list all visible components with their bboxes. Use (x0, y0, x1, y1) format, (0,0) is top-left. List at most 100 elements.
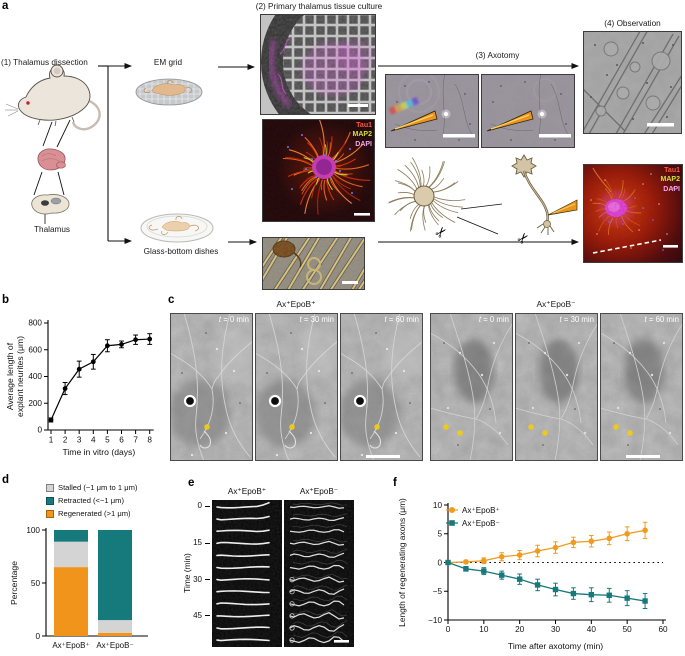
time-tick-15: 15 (193, 538, 202, 547)
dapi-label: DAPI (355, 140, 372, 148)
step3-label: (3) Axotomy (475, 51, 520, 60)
tick-mark (205, 579, 210, 580)
svg-text:600: 600 (28, 345, 42, 354)
epob-minus-column-header: Ax⁺EpoB⁻ (299, 487, 339, 496)
svg-text:Ax⁺EpoB⁺: Ax⁺EpoB⁺ (52, 641, 89, 650)
svg-text:2: 2 (63, 436, 68, 445)
svg-text:Length of regenerating axons (: Length of regenerating axons (μm) (397, 498, 407, 627)
svg-text:1: 1 (49, 436, 54, 445)
chart-axon-outcomes: 0 50 100 Ax⁺EpoB⁺ Ax⁺EpoB⁻ Percentage (9, 526, 148, 650)
svg-text:Average length ofexplant neuri: Average length ofexplant neurites (μm) (5, 336, 25, 417)
svg-text:4: 4 (91, 436, 96, 445)
panel-label-d: d (2, 474, 10, 486)
map2-label: MAP2 (352, 131, 372, 139)
time-axis-label: Time (min) (182, 553, 192, 593)
glass-bottom-dish-illustration (140, 213, 214, 243)
stalled-swatch (46, 483, 54, 492)
bar-chart-legend: Stalled (−1 μm to 1 μm) Retracted (<−1 μ… (46, 481, 137, 520)
svg-text:10: 10 (433, 501, 443, 510)
dissection-lines (33, 119, 71, 224)
stain-legend-2: Tau1 MAP2 DAPI (616, 166, 680, 194)
axon-montage-plus (212, 500, 282, 647)
retracted-swatch (46, 496, 54, 505)
axotomized-fluorescence-image (583, 164, 683, 263)
legend-item-stalled: Stalled (−1 μm to 1 μm) (46, 481, 137, 494)
time-tick-45: 45 (193, 611, 202, 620)
axon-montage-minus (284, 500, 354, 647)
time-tick-0: 0 (197, 501, 202, 510)
svg-text:6: 6 (119, 436, 124, 445)
brain-illustration (37, 148, 66, 171)
svg-text:Ax⁺EpoB⁺: Ax⁺EpoB⁺ (462, 506, 500, 515)
svg-text:0: 0 (437, 558, 442, 567)
legend-item-regenerated: Regenerated (>1 μm) (46, 507, 137, 520)
svg-text:Percentage: Percentage (9, 561, 19, 605)
svg-text:8: 8 (147, 436, 152, 445)
glass-bottom-label: Glass-bottom dishes (143, 247, 219, 256)
svg-text:50: 50 (623, 625, 633, 634)
axotomy-phase-image-1 (385, 74, 479, 148)
svg-text:3: 3 (77, 436, 82, 445)
time-tick-30: 30 (193, 575, 202, 584)
tau1-label: Tau1 (664, 167, 680, 174)
panel-label-e: e (188, 477, 195, 489)
panel-label-b: b (2, 294, 10, 306)
axotomy-schematic: ✂ ✂ (388, 154, 578, 248)
panel-label-c: c (168, 294, 175, 306)
dapi-label: DAPI (663, 185, 680, 193)
timepoint-label: t = 30 min (299, 315, 334, 324)
group-epob-plus-header: Ax⁺EpoB⁺ (276, 299, 316, 309)
chart-regeneration-length: −10 −5 0 5 10 0 10 20 30 40 50 60 Ax⁺EpoB⁺ Ax⁺EpoB⁻ Ti… (397, 498, 668, 651)
svg-text:40: 40 (587, 625, 597, 634)
svg-text:60: 60 (658, 625, 668, 634)
cryo-et-observation-image (583, 31, 682, 134)
mouse-illustration (5, 64, 101, 131)
timelapse-image-plus-0min (170, 313, 253, 461)
timelapse-image-minus-30min (515, 313, 598, 461)
step2-label: (2) Primary thalamus tissue culture (255, 2, 383, 11)
axotomy-phase-image-2 (481, 74, 575, 148)
em-grid-label: EM grid (153, 58, 183, 67)
scissors-icon: ✂ (431, 222, 451, 241)
timepoint-label: t = 0 min (478, 315, 509, 324)
svg-text:0: 0 (446, 625, 451, 634)
scissors-icon: ✂ (513, 228, 533, 247)
panel-label-a: a (2, 0, 9, 12)
svg-text:400: 400 (28, 372, 42, 381)
svg-text:30: 30 (551, 625, 561, 634)
map2-label: MAP2 (660, 176, 680, 184)
svg-text:5: 5 (105, 436, 110, 445)
timepoint-label: t = 0 min (218, 315, 249, 324)
svg-text:20: 20 (515, 625, 525, 634)
em-grid-illustration (135, 78, 203, 106)
tick-mark (205, 543, 210, 544)
thalamus-slice-illustration (31, 194, 70, 215)
timelapse-image-plus-60min (340, 313, 423, 461)
svg-text:Ax⁺EpoB⁻: Ax⁺EpoB⁻ (462, 519, 500, 528)
svg-text:800: 800 (28, 319, 42, 328)
svg-text:−5: −5 (433, 587, 443, 596)
svg-text:5: 5 (437, 530, 442, 539)
tau1-label: Tau1 (356, 122, 372, 129)
svg-text:−10: −10 (428, 616, 442, 625)
flow-arrows (98, 63, 579, 245)
svg-text:Ax⁺EpoB⁻: Ax⁺EpoB⁻ (96, 641, 133, 650)
svg-text:0: 0 (35, 632, 40, 641)
svg-text:Time in vitro (days): Time in vitro (days) (62, 447, 135, 457)
thalamus-label: Thalamus (34, 225, 70, 234)
svg-text:7: 7 (133, 436, 138, 445)
explant-fluorescence-image (262, 119, 375, 222)
svg-text:Time after axotomy (min): Time after axotomy (min) (508, 641, 603, 651)
epob-plus-column-header: Ax⁺EpoB⁺ (227, 487, 267, 496)
timepoint-label: t = 30 min (559, 315, 594, 324)
svg-text:50: 50 (31, 579, 41, 588)
tick-mark (205, 506, 210, 507)
svg-text:10: 10 (479, 625, 489, 634)
svg-text:100: 100 (26, 526, 40, 535)
step1-label: (1) Thalamus dissection (1, 58, 88, 67)
timelapse-image-plus-30min (255, 313, 338, 461)
svg-text:0: 0 (37, 426, 42, 435)
timelapse-image-minus-60min (600, 313, 683, 461)
step4-label: (4) Observation (604, 19, 661, 28)
